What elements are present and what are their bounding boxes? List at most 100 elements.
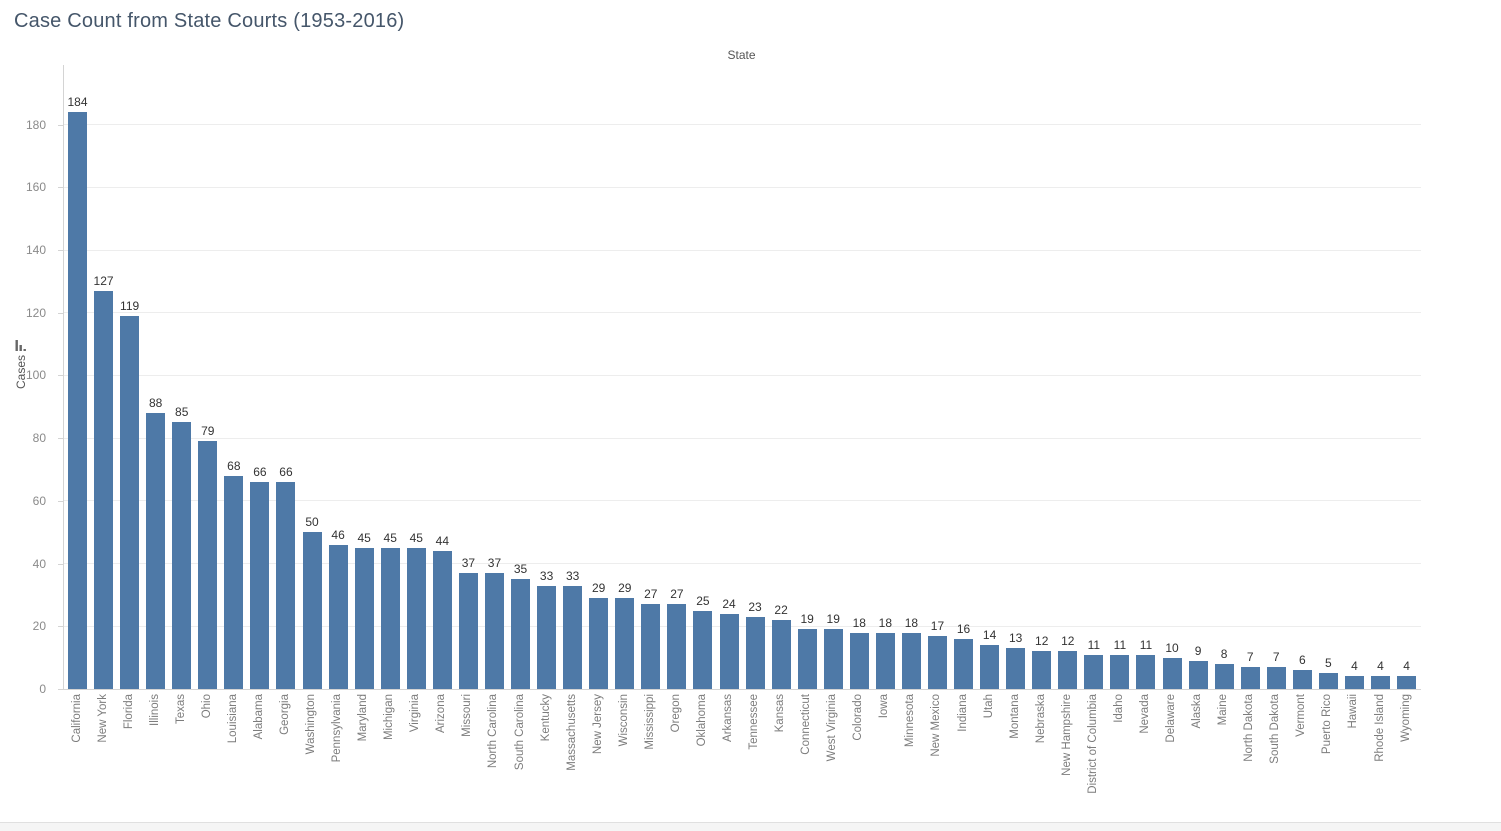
- bar[interactable]: [172, 422, 192, 689]
- bar[interactable]: [1006, 648, 1026, 689]
- y-tick-mark: [58, 500, 63, 502]
- bar[interactable]: [823, 629, 843, 689]
- bar[interactable]: [1084, 654, 1104, 689]
- bar[interactable]: [406, 547, 426, 689]
- bar[interactable]: [120, 315, 140, 689]
- bar[interactable]: [1266, 667, 1286, 689]
- bar[interactable]: [1162, 657, 1182, 689]
- x-tick-label: West Virginia: [826, 694, 839, 762]
- bar[interactable]: [94, 290, 114, 689]
- bar-value-label: 50: [305, 515, 319, 530]
- x-tick-label: Nebraska: [1034, 694, 1047, 744]
- bar[interactable]: [641, 604, 661, 689]
- bar-value-label: 18: [878, 615, 893, 630]
- x-tick-label: Idaho: [1112, 694, 1125, 723]
- bar[interactable]: [901, 632, 921, 689]
- x-tick-label: Alabama: [252, 694, 265, 740]
- bar[interactable]: [458, 572, 478, 689]
- bar[interactable]: [1058, 651, 1078, 689]
- bar[interactable]: [875, 632, 895, 689]
- bar-value-label: 6: [1298, 653, 1306, 668]
- y-tick-mark: [58, 689, 63, 690]
- bar[interactable]: [354, 547, 374, 689]
- bar[interactable]: [1292, 670, 1312, 689]
- x-tick-label: Minnesota: [904, 694, 917, 748]
- bar[interactable]: [927, 635, 947, 689]
- bar[interactable]: [1240, 667, 1260, 689]
- x-tick-label: Delaware: [1165, 694, 1178, 743]
- bar-value-label: 4: [1377, 659, 1384, 674]
- x-tick-label: Georgia: [278, 694, 291, 735]
- bar[interactable]: [797, 629, 817, 689]
- x-tick-label: Louisiana: [226, 694, 239, 744]
- bar[interactable]: [537, 585, 557, 689]
- bar[interactable]: [224, 475, 244, 689]
- bar[interactable]: [1344, 676, 1364, 689]
- bar-value-label: 45: [409, 530, 423, 545]
- x-tick-label: Missouri: [461, 694, 474, 737]
- bar[interactable]: [563, 585, 583, 689]
- bar[interactable]: [667, 604, 687, 689]
- x-tick-label: New Mexico: [930, 694, 943, 757]
- bar[interactable]: [849, 632, 869, 689]
- bar-value-label: 7: [1272, 650, 1280, 665]
- gridline: [64, 437, 1421, 439]
- bar[interactable]: [615, 598, 635, 689]
- bar-value-label: 29: [592, 581, 606, 596]
- bar[interactable]: [1371, 676, 1390, 689]
- bar-value-label: 45: [357, 530, 371, 545]
- y-tick-label: 120: [25, 305, 46, 320]
- bar[interactable]: [484, 572, 504, 689]
- x-tick-label: Colorado: [852, 694, 865, 741]
- bar[interactable]: [1110, 654, 1130, 689]
- bar[interactable]: [771, 620, 791, 689]
- bar[interactable]: [1032, 651, 1052, 689]
- bar[interactable]: [693, 610, 713, 689]
- x-tick-label: Indiana: [956, 694, 969, 732]
- bar[interactable]: [302, 532, 322, 689]
- bar[interactable]: [589, 598, 609, 689]
- x-tick-label: Oklahoma: [695, 694, 708, 747]
- gridline: [64, 312, 1421, 314]
- bar[interactable]: [1188, 660, 1208, 689]
- bar[interactable]: [1397, 676, 1417, 689]
- bar[interactable]: [1136, 654, 1156, 689]
- bar-value-label: 184: [67, 95, 88, 110]
- sort-descending-icon[interactable]: [15, 339, 27, 352]
- bar[interactable]: [276, 482, 296, 689]
- bar[interactable]: [1214, 663, 1234, 689]
- bar[interactable]: [146, 413, 166, 689]
- bar[interactable]: [432, 551, 452, 689]
- y-tick-label: 180: [25, 117, 46, 132]
- bar-value-label: 7: [1246, 650, 1254, 665]
- x-tick-label: Arizona: [435, 694, 448, 733]
- x-tick-label: Utah: [982, 694, 995, 719]
- x-tick-label: South Dakota: [1269, 694, 1282, 764]
- bar-value-label: 12: [1035, 634, 1049, 649]
- y-tick-label: 20: [32, 619, 46, 634]
- x-tick-label: Oregon: [669, 694, 682, 733]
- bar[interactable]: [328, 544, 348, 689]
- y-tick-mark: [58, 124, 63, 126]
- x-tick-label: Arkansas: [722, 694, 734, 742]
- bar-value-label: 13: [1008, 631, 1023, 646]
- x-tick-label: Kentucky: [539, 694, 552, 742]
- bar[interactable]: [1318, 673, 1338, 689]
- bar[interactable]: [719, 613, 739, 689]
- y-tick-label: 100: [25, 368, 46, 383]
- bar[interactable]: [745, 616, 765, 689]
- x-tick-label: Washington: [305, 694, 318, 755]
- bar[interactable]: [954, 638, 974, 689]
- y-tick-label: 60: [32, 493, 46, 508]
- bar[interactable]: [250, 482, 270, 689]
- bar[interactable]: [198, 441, 218, 689]
- y-tick-label: 80: [32, 431, 46, 446]
- bar[interactable]: [68, 112, 87, 689]
- y-tick-label: 40: [32, 556, 46, 571]
- bar[interactable]: [980, 645, 1000, 689]
- y-tick-mark: [58, 626, 63, 628]
- bar-value-label: 37: [461, 555, 476, 570]
- bar[interactable]: [380, 547, 400, 689]
- bar[interactable]: [511, 579, 531, 689]
- bar-value-label: 33: [539, 568, 554, 583]
